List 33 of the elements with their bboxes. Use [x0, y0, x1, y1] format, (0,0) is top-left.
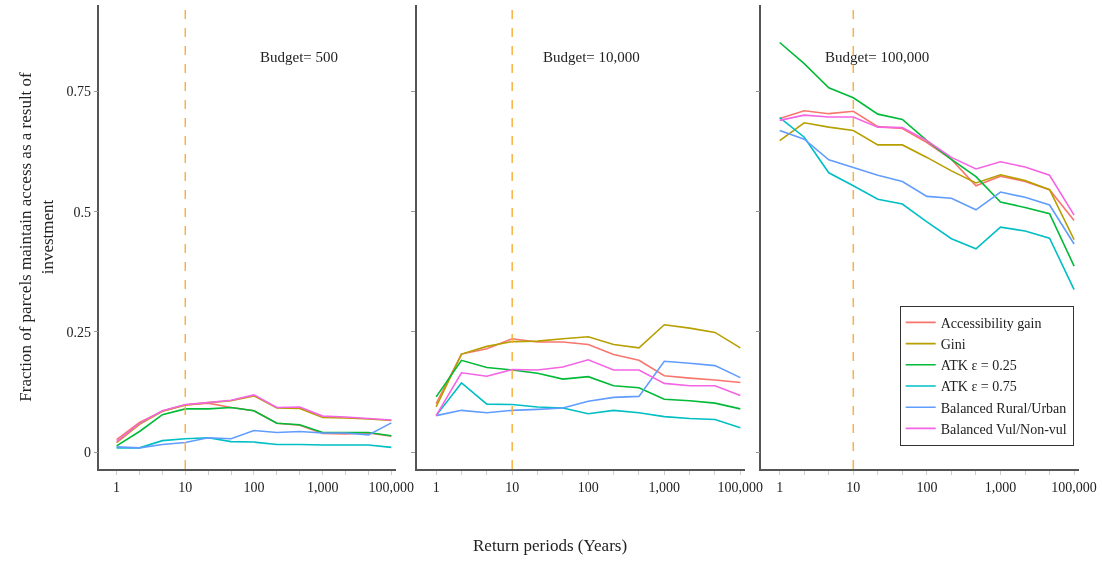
x-tick-label: 1,000 [648, 479, 681, 495]
y-tick-label: 0.25 [66, 324, 91, 340]
x-tick-label: 1,000 [984, 479, 1017, 495]
y-tick-label: 0.5 [73, 204, 91, 220]
line-series [115, 422, 393, 449]
legend-label: Gini [940, 337, 966, 353]
text: Budget= 100,000 [825, 49, 930, 65]
x-tick-label: 100,000 [368, 479, 415, 495]
x-tick-label: 1 [776, 479, 784, 495]
x-tick-label: 100 [577, 479, 599, 495]
text: Budget= 500 [260, 49, 339, 65]
x-tick-label: 100 [916, 479, 938, 495]
y-tick-label: 0.75 [66, 84, 91, 100]
line-series [115, 406, 393, 447]
legend-label: ATK ε = 0.75 [940, 379, 1017, 395]
legend-label: Balanced Vul/Non-vul [940, 421, 1067, 437]
y-axis-title: Fraction of parcels maintain access as a result of investment [16, 71, 58, 402]
x-axis-title: Return periods (Years) [473, 536, 628, 555]
legend-label: Accessibility gain [940, 315, 1042, 331]
x-tick-label: 100,000 [1051, 479, 1097, 495]
line-series [115, 436, 393, 449]
x-tick-label: 10 [505, 479, 520, 495]
y-tick-label: 0 [83, 445, 91, 461]
text: Budget= 10,000 [543, 49, 640, 65]
x-tick-label: 1 [432, 479, 440, 495]
x-tick-label: 100 [243, 479, 265, 495]
x-tick-label: 100,000 [717, 479, 764, 495]
legend-label: ATK ε = 0.25 [940, 358, 1017, 374]
x-tick-label: 10 [846, 479, 861, 495]
x-tick-label: 1,000 [306, 479, 339, 495]
x-tick-label: 10 [178, 479, 193, 495]
x-tick-label: 1 [113, 479, 121, 495]
legend-label: Balanced Rural/Urban [940, 400, 1067, 416]
